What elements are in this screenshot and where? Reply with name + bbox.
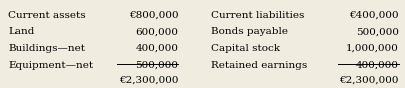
Text: Current liabilities: Current liabilities: [211, 11, 304, 20]
Text: 400,000: 400,000: [356, 61, 399, 70]
Text: 600,000: 600,000: [135, 27, 178, 36]
Text: 400,000: 400,000: [135, 44, 178, 53]
Text: Land: Land: [8, 27, 34, 36]
Text: Buildings—net: Buildings—net: [8, 44, 85, 53]
Text: €2,300,000: €2,300,000: [339, 76, 399, 85]
Text: €2,300,000: €2,300,000: [119, 76, 178, 85]
Text: 500,000: 500,000: [356, 27, 399, 36]
Text: Bonds payable: Bonds payable: [211, 27, 288, 36]
Text: Capital stock: Capital stock: [211, 44, 279, 53]
Text: Current assets: Current assets: [8, 11, 86, 20]
Text: €400,000: €400,000: [349, 11, 399, 20]
Text: €800,000: €800,000: [128, 11, 178, 20]
Text: Equipment—net: Equipment—net: [8, 61, 93, 70]
Text: 500,000: 500,000: [135, 61, 178, 70]
Text: 1,000,000: 1,000,000: [346, 44, 399, 53]
Text: Retained earnings: Retained earnings: [211, 61, 307, 70]
